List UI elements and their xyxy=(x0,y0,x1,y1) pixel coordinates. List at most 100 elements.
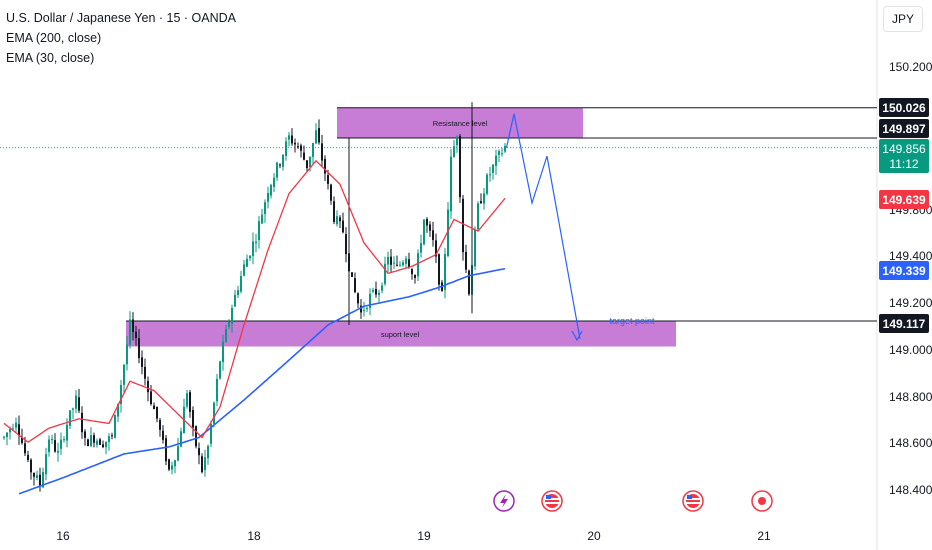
candles xyxy=(3,119,506,492)
candle-body xyxy=(162,430,164,440)
candle-body xyxy=(15,422,17,428)
candle-body xyxy=(378,292,380,296)
x-tick: 16 xyxy=(56,529,70,543)
candle-body xyxy=(66,424,68,441)
us-flag-icon[interactable] xyxy=(682,490,704,512)
candle-body xyxy=(294,142,296,145)
candle-body xyxy=(372,289,374,292)
candle-body xyxy=(198,448,200,456)
candle-body xyxy=(306,160,308,169)
candle-body xyxy=(129,319,131,345)
candle-body xyxy=(342,220,344,233)
candle-body xyxy=(207,445,209,459)
candle-body xyxy=(90,435,92,446)
support-top-tag xyxy=(879,314,929,333)
candle-body xyxy=(168,459,170,470)
candle-body xyxy=(195,426,197,447)
y-tick: 148.400 xyxy=(889,483,932,497)
candle-body xyxy=(369,293,371,308)
candle-body xyxy=(81,412,83,433)
candle-body xyxy=(273,177,275,187)
lightning-icon[interactable] xyxy=(493,490,515,512)
candle-body xyxy=(270,184,272,196)
candle-body xyxy=(363,310,365,312)
candle-body xyxy=(189,392,191,412)
candle-body xyxy=(240,276,242,292)
candle-body xyxy=(123,364,125,385)
candle-body xyxy=(303,152,305,160)
candle-body xyxy=(39,474,41,486)
indicator-ema200[interactable]: EMA (200, close) xyxy=(6,31,102,45)
candle-body xyxy=(336,216,338,225)
indicator-ema30[interactable]: EMA (30, close) xyxy=(6,51,95,65)
target-event-icon[interactable] xyxy=(751,490,773,512)
candle-body xyxy=(72,408,74,410)
candle-body xyxy=(252,241,254,257)
candle-body xyxy=(99,439,101,445)
candle-body xyxy=(279,164,281,166)
candle-body xyxy=(48,439,50,453)
candle-body xyxy=(426,218,428,226)
candle-body xyxy=(450,156,452,212)
x-tick: 19 xyxy=(417,529,431,543)
resistance-zone[interactable] xyxy=(337,107,583,139)
resistance-top-tag xyxy=(879,98,929,117)
candle-body xyxy=(405,258,407,264)
candle-body xyxy=(501,153,503,155)
current-price-value: 149.856 xyxy=(882,142,926,156)
candle-body xyxy=(411,269,413,275)
candle-body xyxy=(114,415,116,438)
candle-body xyxy=(420,243,422,253)
candle-body xyxy=(159,420,161,430)
candle-body xyxy=(141,357,143,367)
countdown-value: 11:12 xyxy=(889,157,918,171)
candle-body xyxy=(324,158,326,174)
candle-body xyxy=(75,395,77,409)
candle-body xyxy=(174,460,176,467)
candle-body xyxy=(21,437,23,443)
currency-button[interactable]: JPY xyxy=(883,6,923,32)
candle-body xyxy=(393,262,395,264)
candle-body xyxy=(33,473,35,477)
candle-body xyxy=(54,440,56,452)
ema30-line xyxy=(3,159,506,444)
candle-body xyxy=(78,397,80,411)
candle-body xyxy=(357,293,359,304)
candle-body xyxy=(153,405,155,410)
candle-body xyxy=(30,459,32,473)
ema200-tag xyxy=(879,261,929,280)
candle-body xyxy=(264,202,266,215)
candle-body xyxy=(351,272,353,277)
candle-body xyxy=(360,305,362,313)
projection-path[interactable] xyxy=(505,113,581,340)
candle-body xyxy=(84,431,86,438)
candle-body xyxy=(432,230,434,240)
candle-body xyxy=(150,391,152,405)
candle-body xyxy=(135,331,137,338)
x-tick: 20 xyxy=(587,529,601,543)
support-zone[interactable] xyxy=(126,320,676,347)
candle-body xyxy=(204,457,206,471)
candle-body xyxy=(60,439,62,449)
candle-body xyxy=(186,393,188,407)
candle-body xyxy=(477,203,479,230)
candle-body xyxy=(456,136,458,146)
candle-body xyxy=(354,278,356,293)
us-flag-icon[interactable] xyxy=(541,490,563,512)
resistance-label: Resistance level xyxy=(433,119,488,128)
candle-body xyxy=(414,275,416,278)
y-tick: 150.200 xyxy=(889,60,932,74)
candle-body xyxy=(327,175,329,184)
candle-body xyxy=(147,380,149,393)
candle-body xyxy=(111,435,113,437)
candle-body xyxy=(444,254,446,290)
candle-body xyxy=(237,290,239,296)
symbol-title[interactable]: U.S. Dollar / Japanese Yen · 15 · OANDA xyxy=(6,11,236,25)
candle-body xyxy=(213,402,215,424)
candle-body xyxy=(429,224,431,231)
candle-body xyxy=(333,201,335,222)
resistance-bottom-tag xyxy=(879,119,929,138)
candle-body xyxy=(177,446,179,461)
